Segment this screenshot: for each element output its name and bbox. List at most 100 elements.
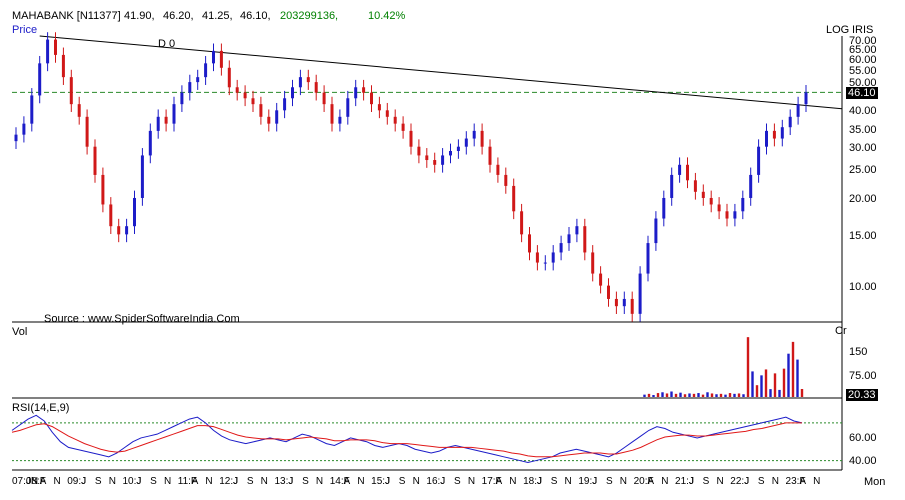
candle-body <box>654 218 658 244</box>
candle-body <box>156 116 160 131</box>
volume-bar <box>796 359 799 397</box>
price-tick: 65.00 <box>849 44 877 56</box>
rsi-tick: 40.00 <box>849 455 877 467</box>
candle-body <box>362 87 366 93</box>
x-tick-label: S <box>605 476 613 487</box>
candle-body <box>543 262 547 264</box>
x-tick-label: J <box>440 476 446 487</box>
candle-body <box>172 104 176 124</box>
x-tick-label: N <box>53 476 61 487</box>
candle-body <box>22 123 26 135</box>
candle-body <box>433 160 437 165</box>
x-tick-label: J <box>136 476 142 487</box>
candle-body <box>251 98 255 105</box>
x-tick-label: J <box>688 476 694 487</box>
candle-body <box>338 116 342 124</box>
volume-bar <box>701 394 705 397</box>
candle-body <box>291 87 294 99</box>
rsi-signal-line <box>11 422 802 458</box>
volume-bar <box>683 394 687 397</box>
volume-bar <box>760 375 763 397</box>
change-value: 10.42% <box>368 10 406 22</box>
candle-body <box>788 116 792 128</box>
price-tick: 50.00 <box>849 77 877 89</box>
volume-bar <box>670 391 673 397</box>
x-tick-label: J <box>536 476 542 487</box>
candle-body <box>322 92 326 105</box>
x-tick-label: N <box>315 476 324 487</box>
x-tick-label: 11:F <box>177 476 198 487</box>
volume-bar <box>755 385 759 397</box>
candle-body <box>275 110 279 124</box>
candle-body <box>385 110 389 117</box>
candle-body <box>148 130 152 156</box>
candle-body <box>749 174 753 198</box>
price-axis-title: Price <box>12 24 38 36</box>
volume-bar <box>791 341 795 397</box>
candle-body <box>646 243 650 274</box>
candle-body <box>409 130 413 147</box>
x-tick-label: N <box>260 476 268 487</box>
volume-bar <box>674 393 678 397</box>
volume-bar <box>706 392 709 397</box>
x-tick-label: N <box>661 476 669 487</box>
candle-body <box>622 298 626 307</box>
candle-body <box>227 67 231 88</box>
candle-body <box>219 50 223 68</box>
last-price-badge: 46.10 <box>846 87 878 99</box>
candle-body <box>204 63 208 78</box>
candle-body <box>772 130 776 139</box>
candle-body <box>480 130 484 147</box>
candle-body <box>14 134 18 142</box>
x-tick-label: S <box>757 476 765 487</box>
log-scale-label[interactable]: LOG <box>826 24 850 36</box>
volume-unit-label: Cr <box>835 325 847 337</box>
candle-body <box>235 87 239 93</box>
candle-body <box>283 98 287 111</box>
x-tick-label: N <box>205 476 213 487</box>
candle-body <box>599 273 603 286</box>
x-tick-label: N <box>771 476 779 487</box>
x-tick-label: 19:J <box>578 476 598 487</box>
candle-body <box>46 39 50 64</box>
x-tick-label: 16:J <box>426 476 446 487</box>
candle-body <box>512 185 516 212</box>
x-tick-label: A <box>343 476 351 487</box>
candle-body <box>709 197 713 205</box>
candle-body <box>117 226 121 235</box>
price-tick: 40.00 <box>849 105 877 117</box>
candle-body <box>741 197 745 212</box>
candle-body <box>77 104 81 117</box>
candle-body <box>456 146 460 151</box>
candle-body <box>804 92 808 105</box>
x-axis-unit-label: Mon <box>864 476 886 488</box>
x-tick-label: N <box>813 476 821 487</box>
candle-body <box>417 146 421 156</box>
candle-body <box>180 92 184 105</box>
candle-body <box>630 298 634 314</box>
x-tick-label: 22:J <box>730 476 750 487</box>
candle-body <box>259 104 263 117</box>
candle-body <box>717 204 721 212</box>
x-tick-label: N <box>564 476 572 487</box>
candle-body <box>528 234 531 253</box>
low-value: 41.25, <box>202 10 233 22</box>
x-tick-label: S <box>150 476 157 487</box>
candle-body <box>725 211 729 219</box>
volume-bar <box>733 393 736 397</box>
x-tick-label: 17:F <box>481 476 502 487</box>
candle-body <box>575 226 579 235</box>
rsi-line <box>11 414 803 463</box>
x-tick-label: S <box>550 476 558 487</box>
candle-body <box>551 252 555 263</box>
candle-body <box>567 234 571 244</box>
candle-body <box>638 273 642 314</box>
candle-body <box>85 116 89 147</box>
volume-tick: 75.00 <box>849 370 877 382</box>
volume-bar <box>728 393 732 397</box>
candle-body <box>61 54 65 78</box>
candle-body <box>188 82 192 93</box>
x-tick-label: J <box>384 476 390 487</box>
volume-bar <box>737 393 741 397</box>
candle-body <box>464 138 468 147</box>
